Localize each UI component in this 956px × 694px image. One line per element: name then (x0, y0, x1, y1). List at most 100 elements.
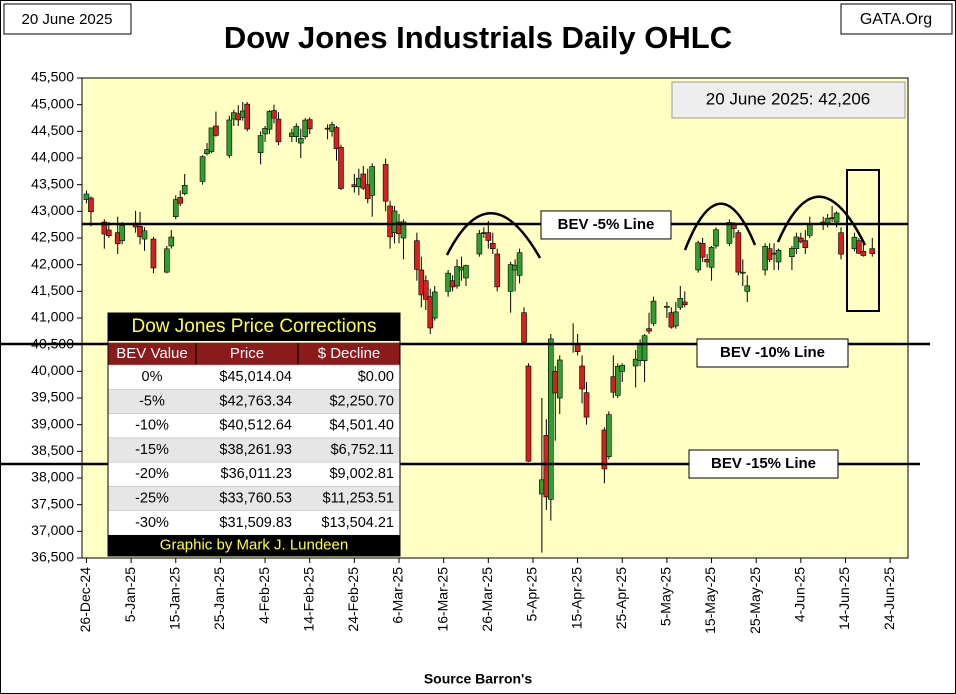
candle-body (369, 166, 376, 196)
y-tick-label: 43,000 (31, 202, 74, 218)
candle-body (181, 185, 188, 195)
candle-body (271, 110, 277, 119)
candle-body (293, 126, 300, 137)
candle-body (856, 240, 862, 254)
x-tick-label: 5-May-25 (658, 567, 674, 626)
candle-body (485, 232, 492, 241)
candle-body (632, 358, 639, 367)
table-title-bg (108, 313, 400, 341)
y-tick-label: 42,000 (31, 255, 74, 271)
x-tick-label: 14-Jun-25 (836, 567, 852, 630)
candle-body (699, 243, 706, 258)
candle-body (306, 119, 313, 130)
candle-body (101, 221, 108, 235)
y-tick-label: 44,500 (31, 122, 74, 138)
candle-body (360, 173, 367, 189)
candle-body (641, 335, 648, 361)
arc (776, 195, 867, 246)
candle-body (262, 128, 268, 135)
ref-label-box (688, 449, 839, 479)
candle-body (525, 365, 532, 462)
candle-body (619, 364, 626, 372)
table-cell: $36,011.23 (221, 466, 293, 482)
candle-body (400, 221, 407, 239)
candle-body (338, 147, 344, 189)
table-cell: -10% (135, 418, 169, 434)
candle-body (150, 238, 157, 269)
source-box (840, 3, 953, 35)
candle-body (431, 291, 438, 319)
table-cell: $42,763.34 (219, 393, 292, 409)
candle-body (583, 392, 590, 418)
candle-body (793, 236, 800, 249)
table-footer: Graphic by Mark J. Lundeen (160, 536, 348, 553)
candle-body (226, 119, 233, 156)
table-cell: $31,509.83 (219, 515, 292, 531)
candle-body (664, 306, 670, 308)
table-cell: $40,512.64 (219, 418, 292, 434)
table-cell: $2,250.70 (329, 393, 394, 409)
candle-body (333, 127, 340, 149)
x-tick-label: 5-Apr-25 (524, 567, 540, 622)
table-cell: -25% (135, 490, 169, 506)
candle-body (275, 118, 282, 143)
y-tick-label: 45,000 (31, 95, 74, 111)
candle-body (199, 156, 206, 182)
y-tick-label: 40,000 (31, 362, 74, 378)
candle-body (548, 338, 554, 500)
y-tick-label: 40,500 (31, 335, 74, 351)
candle-body (422, 280, 429, 300)
x-tick-label: 15-Apr-25 (568, 567, 584, 629)
candle-body (382, 164, 389, 202)
candle-body (646, 328, 652, 332)
candle-body (735, 232, 742, 273)
y-tick-label: 38,500 (31, 442, 74, 458)
table-header: $ Decline (318, 345, 381, 362)
table-cell: $45,014.04 (219, 369, 292, 385)
annotation-box (671, 81, 906, 119)
candle-body (297, 138, 304, 144)
candle-body (177, 197, 184, 204)
candle-body (574, 344, 581, 353)
x-tick-label: 25-May-25 (747, 567, 763, 634)
table-header: BEV Value (116, 345, 187, 362)
candle-body (744, 285, 751, 292)
ref-label: BEV -5% Line (558, 216, 655, 233)
candle-body (556, 359, 563, 399)
candle-body (105, 229, 112, 236)
table-cell: $13,504.21 (321, 515, 394, 531)
y-tick-label: 38,000 (31, 469, 74, 485)
candle-body (476, 233, 483, 255)
y-tick-label: 43,500 (31, 175, 74, 191)
candle-body (838, 232, 844, 255)
candle-body (824, 218, 831, 224)
x-tick-label: 16-Mar-25 (434, 567, 450, 632)
arc (683, 202, 757, 251)
candle-body (83, 193, 90, 200)
table-cell: $33,760.53 (219, 490, 292, 506)
candle-body (806, 223, 813, 236)
candle-body (833, 212, 840, 223)
chart-title: Dow Jones Industrials Daily OHLC (224, 20, 732, 55)
candle-body (244, 103, 250, 130)
table-cell: $9,002.81 (329, 466, 394, 482)
candle-body (521, 312, 527, 343)
candle-body (164, 248, 170, 273)
table-header-bg (108, 343, 400, 365)
x-tick-label: 4-Feb-25 (256, 567, 272, 624)
table-title: Dow Jones Price Corrections (132, 316, 377, 337)
candle-body (88, 197, 94, 213)
x-tick-label: 4-Jun-25 (792, 567, 808, 622)
y-tick-label: 37,000 (31, 522, 74, 538)
x-tick-label: 6-Mar-25 (390, 567, 406, 624)
table-cell: $4,501.40 (329, 418, 394, 434)
candle-body (739, 271, 746, 274)
table-cell: $6,752.11 (331, 442, 394, 458)
candle-body (494, 253, 501, 288)
x-tick-label: 15-Jan-25 (166, 567, 182, 630)
x-axis-label: Source Barron's (424, 671, 533, 687)
table-header: Price (230, 345, 264, 362)
candle-body (141, 230, 148, 240)
x-tick-label: 5-Jan-25 (122, 567, 138, 622)
table-cell: -20% (135, 466, 169, 482)
